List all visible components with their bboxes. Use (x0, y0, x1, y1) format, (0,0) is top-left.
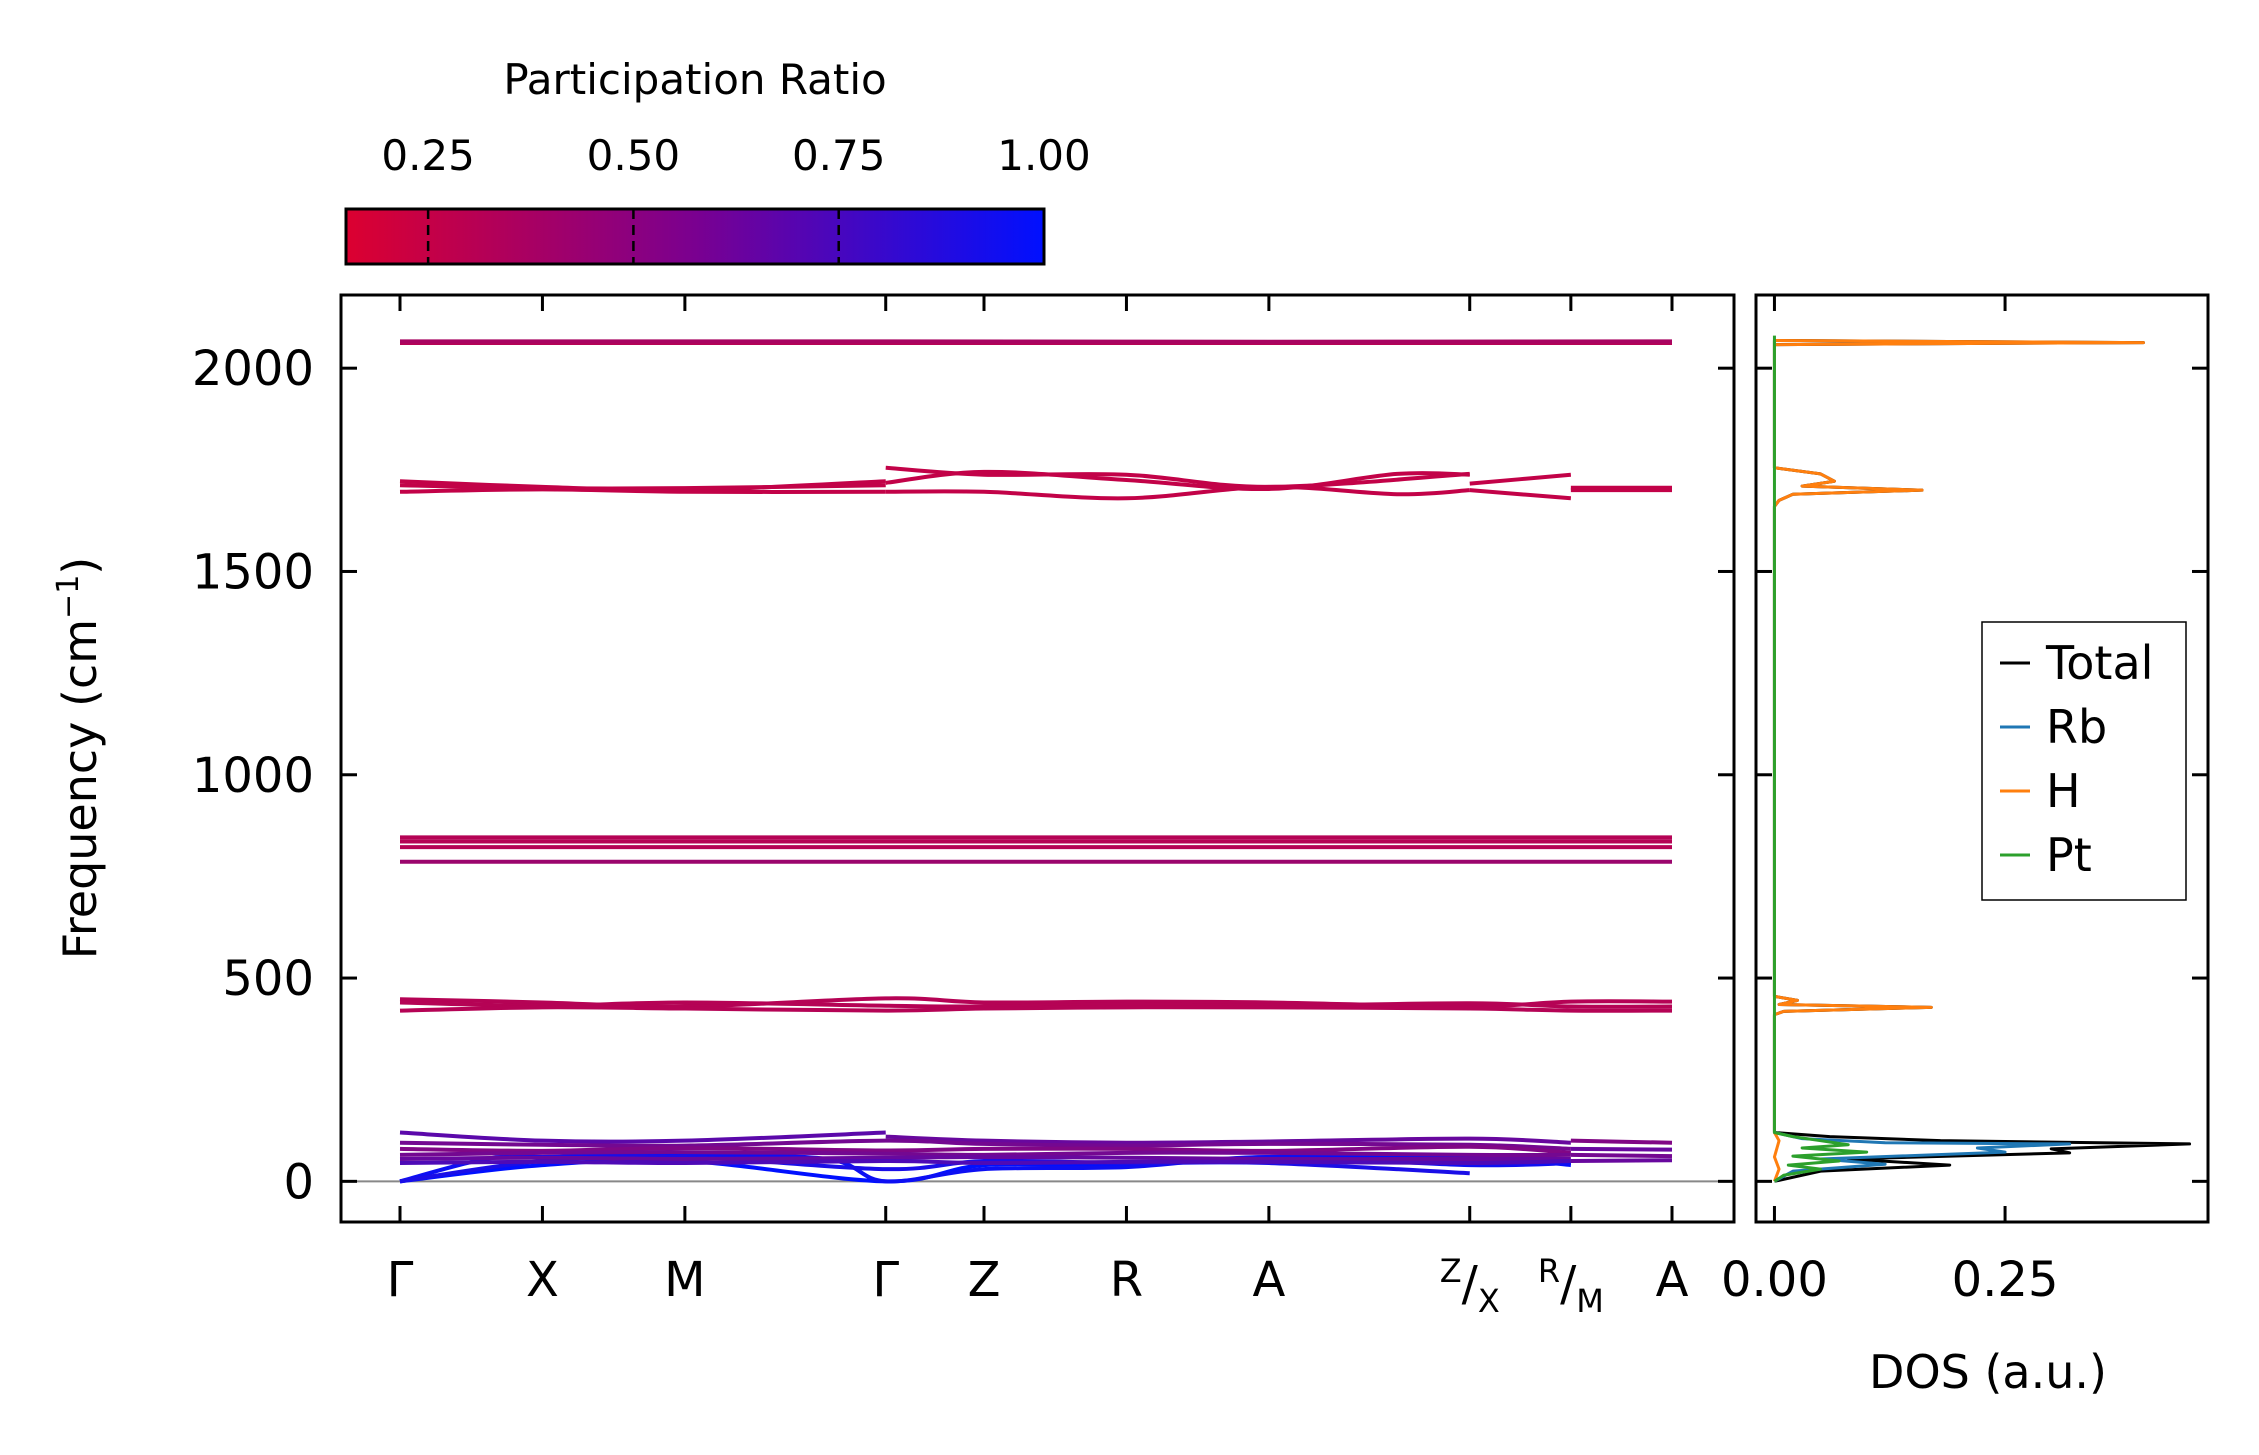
y-axis-label-base: Frequency (cm (53, 619, 107, 959)
dos-axes-frame (1754, 293, 2210, 1224)
kpoint-label: X (526, 1252, 559, 1308)
legend-label: Total (2045, 636, 2153, 690)
kpoint-split-label: Z/X (1440, 1252, 1500, 1320)
band-line (399, 1144, 1571, 1155)
y-tick-label: 1500 (192, 544, 314, 600)
y-tick-label: 500 (222, 951, 314, 1007)
kpoint-label: M (664, 1252, 705, 1308)
colorbar: Participation Ratio 0.25 0.50 0.75 1.00 (344, 55, 1091, 266)
y-tick-label: 2000 (192, 341, 314, 397)
colorbar-tick-label: 0.50 (587, 131, 681, 180)
band-line (885, 1134, 1571, 1145)
dos-panel: 0.00 0.25 DOS (a.u.) Total Rb H Pt (1721, 293, 2210, 1399)
y-axis-ticks: 0 500 1000 1500 2000 (192, 341, 1734, 1210)
band-line (1469, 488, 1572, 501)
band-line (399, 1159, 1571, 1166)
kpoint-label-bottom: M (1576, 1282, 1604, 1320)
band-line (1469, 472, 1572, 486)
band-line (399, 1138, 1571, 1151)
band-axes-frame (339, 293, 1736, 1224)
legend-label: H (2046, 764, 2081, 818)
y-tick-label: 0 (283, 1154, 314, 1210)
colorbar-tick-label: 0.75 (792, 131, 886, 180)
kpoint-label: Z (968, 1252, 1001, 1308)
k-path-labels: Γ X M Γ Z R A Z/XR/M A (387, 1252, 1689, 1320)
kpoint-label: Γ (387, 1252, 414, 1308)
kpoint-split-label: R/M (1538, 1252, 1604, 1320)
band-line (399, 1130, 886, 1144)
band-line (1570, 1152, 1673, 1159)
kpoint-label: Γ (872, 1252, 899, 1308)
kpoint-label-bottom: X (1478, 1282, 1500, 1320)
band-line (1570, 1146, 1673, 1152)
colorbar-tick-label: 0.25 (381, 131, 475, 180)
y-axis-label-exponent: −1 (51, 575, 86, 619)
y-tick-label: 1000 (192, 748, 314, 804)
band-line (399, 483, 886, 491)
kpoint-label: R (1110, 1252, 1143, 1308)
dos-axis-ticks: 0.00 0.25 (1721, 295, 2208, 1308)
band-lines (399, 339, 1673, 1184)
dos-x-tick-label: 0.25 (1952, 1252, 2059, 1308)
y-axis-label: Frequency (cm−1) (51, 557, 107, 960)
colorbar-gradient (344, 207, 1046, 266)
dos-x-axis-label: DOS (a.u.) (1869, 1345, 2107, 1399)
dos-lines (1772, 335, 2192, 1183)
kpoint-label-top: R (1538, 1252, 1560, 1290)
band-line (399, 1150, 1571, 1158)
kpoint-label: A (1252, 1252, 1285, 1308)
legend: Total Rb H Pt (1981, 621, 2187, 901)
y-axis-label-close: ) (53, 557, 107, 575)
kpoint-label: A (1656, 1252, 1689, 1308)
band-line (399, 1154, 1571, 1162)
legend-label: Pt (2046, 828, 2092, 882)
kpoint-label-slash: / (1560, 1256, 1577, 1312)
band-line (885, 469, 1470, 492)
colorbar-tick-label: 1.00 (997, 131, 1091, 180)
dos-series-pt (1772, 335, 1869, 1183)
kpoint-markers (398, 295, 1674, 1222)
band-line (885, 484, 1470, 501)
band-line (399, 1005, 1673, 1013)
kpoint-label-slash: / (1462, 1256, 1479, 1312)
dos-series-rb (1773, 1131, 2072, 1183)
band-line (399, 1000, 1673, 1009)
colorbar-label: Participation Ratio (503, 55, 886, 104)
band-line (399, 487, 886, 494)
legend-label: Rb (2046, 700, 2107, 754)
dos-x-tick-label: 0.00 (1721, 1252, 1828, 1308)
band-line (1570, 1138, 1673, 1145)
kpoint-label-top: Z (1440, 1252, 1462, 1290)
band-line (1570, 1158, 1673, 1164)
